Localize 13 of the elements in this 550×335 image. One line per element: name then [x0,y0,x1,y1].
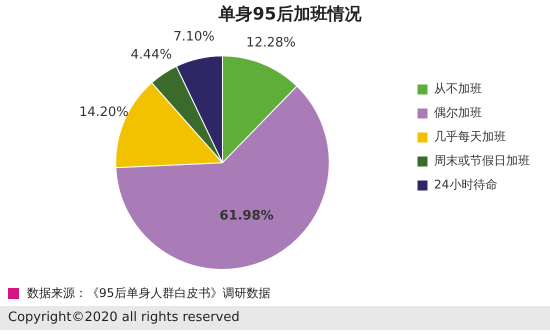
data-label: 4.44% [130,48,172,63]
legend-label: 从不加班 [434,82,482,96]
chart-title: 单身95后加班情况 [218,4,362,25]
source-note: 数据来源：《95后单身人群白皮书》调研数据 [27,284,270,302]
legend-label: 24小时待命 [434,178,498,192]
data-label: 61.98% [220,208,274,224]
data-label: 12.28% [246,36,296,51]
legend-label: 偶尔加班 [434,106,482,120]
legend-label: 周末或节假日加班 [434,154,530,168]
text: Copyright©2020 all rights reserved [0,306,550,330]
data-label: 7.10% [173,29,215,44]
data-label: 14.20% [79,104,129,120]
legend-label: 几乎每天加班 [434,130,506,144]
